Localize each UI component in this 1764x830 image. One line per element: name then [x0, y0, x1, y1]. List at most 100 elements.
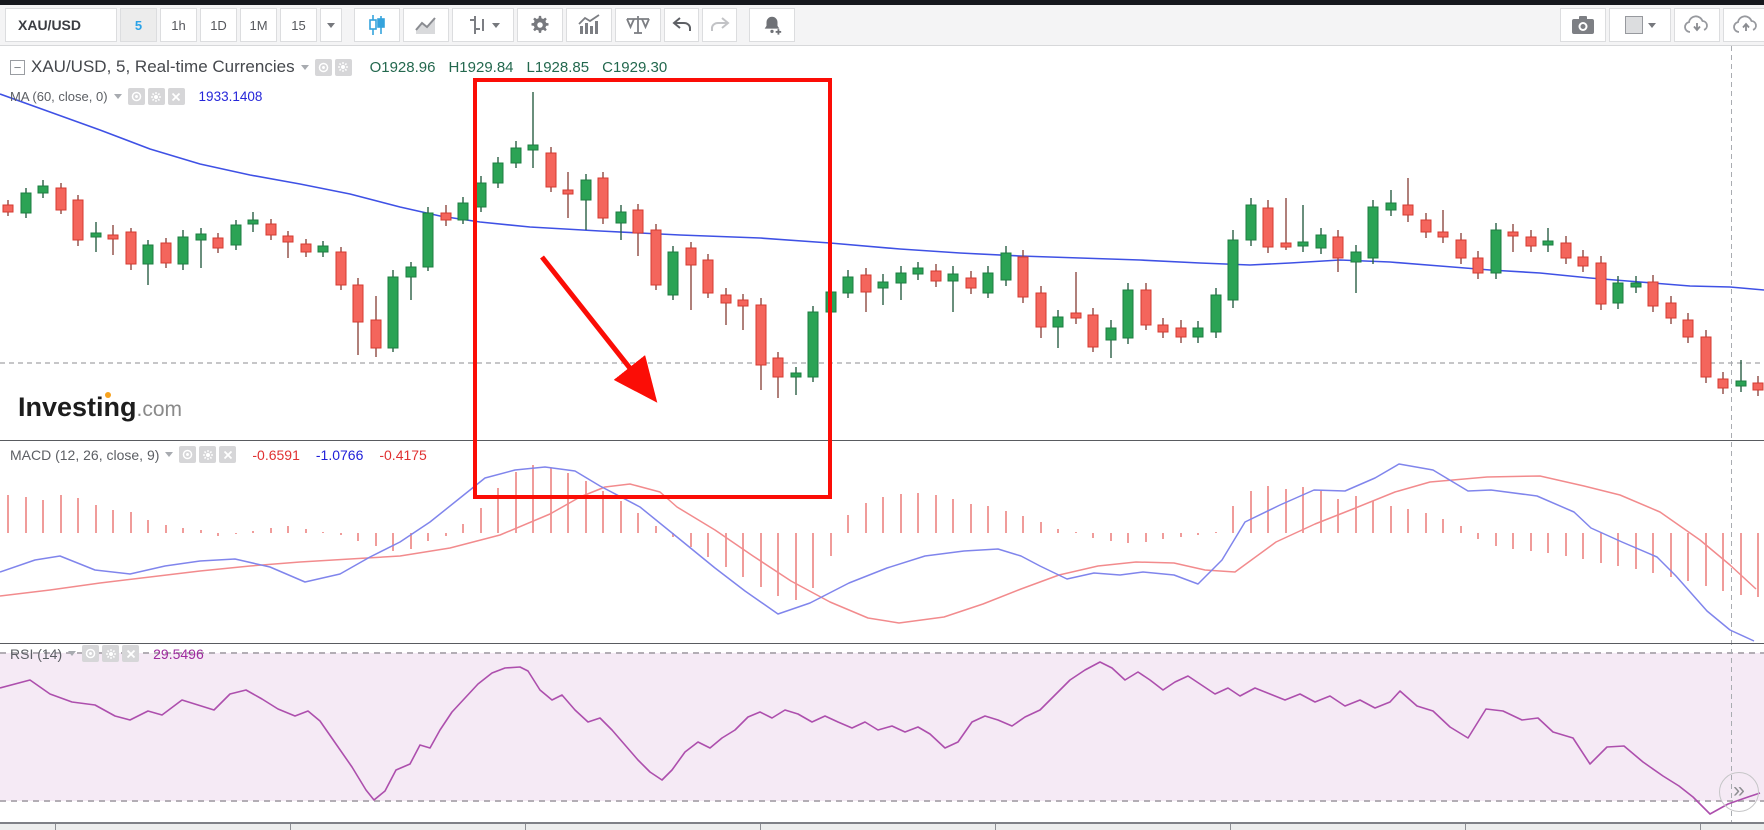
candle-body — [282, 235, 294, 243]
settings-icon[interactable] — [334, 58, 352, 76]
candle-body — [1455, 239, 1467, 259]
compare-button[interactable] — [615, 8, 661, 42]
chevron-down-icon[interactable] — [300, 64, 309, 70]
bar-style-icon — [469, 16, 484, 34]
low-value: L1928.85 — [526, 58, 590, 76]
load-layout-button[interactable] — [1674, 8, 1720, 42]
redo-arrow-icon — [710, 17, 730, 31]
snapshot-button[interactable] — [1560, 8, 1606, 42]
watermark-suffix: .com — [136, 398, 183, 421]
alert-button[interactable] — [749, 8, 795, 42]
symbol-button[interactable]: XAU/USD — [5, 8, 117, 42]
visibility-icon[interactable] — [314, 58, 332, 76]
macd-values: -0.6591 -1.0766 -0.4175 — [252, 447, 426, 463]
rsi-legend-buttons — [82, 645, 140, 662]
time-axis-tick — [290, 824, 291, 830]
scales-icon — [626, 16, 650, 34]
chevron-down-icon[interactable] — [165, 452, 174, 457]
candle-body — [842, 276, 854, 294]
ma-legend-label[interactable]: MA (60, close, 0) — [10, 89, 108, 104]
rsi-band — [0, 653, 1764, 801]
close-icon[interactable] — [122, 645, 140, 662]
chevron-down-icon[interactable] — [113, 94, 122, 99]
candle-body — [1175, 327, 1187, 338]
chevron-down-icon[interactable] — [68, 651, 77, 656]
candle-body — [195, 233, 207, 241]
candle-body — [1280, 242, 1292, 248]
candle-body — [1735, 380, 1747, 387]
price-legend-title[interactable]: XAU/USD, 5, Real-time Currencies — [31, 57, 295, 76]
candle-body — [2, 204, 14, 213]
macd-legend: MACD (12, 26, close, 9) -0.6591 -1.0766 -0… — [10, 446, 427, 463]
candle-body — [370, 319, 382, 349]
close-icon[interactable] — [219, 446, 237, 463]
undo-button[interactable] — [664, 8, 699, 42]
collapse-pane-icon[interactable]: − — [10, 59, 25, 75]
candle-body — [20, 192, 32, 214]
candle-body — [1402, 204, 1414, 216]
timeframe-button-15[interactable]: 15 — [280, 8, 317, 42]
candle-body — [1350, 251, 1362, 263]
settings-icon[interactable] — [147, 88, 165, 105]
settings-button[interactable] — [517, 8, 563, 42]
rsi-legend-label[interactable]: RSI (14) — [10, 645, 63, 662]
candle-body — [387, 276, 399, 349]
line-chart-button[interactable] — [403, 8, 449, 42]
top-strip — [0, 0, 1764, 5]
candle-body — [90, 232, 102, 238]
candle-body — [317, 245, 329, 253]
macd-value-2: -0.4175 — [379, 446, 427, 463]
time-axis-tick — [760, 824, 761, 830]
candle-body — [1665, 302, 1677, 319]
save-layout-button[interactable] — [1723, 8, 1764, 42]
candle-body — [107, 234, 119, 240]
watermark-brand: Investing — [18, 392, 137, 422]
layout-button[interactable] — [1609, 8, 1671, 42]
candlestick-chart-button[interactable] — [354, 8, 400, 42]
bar-style-button[interactable] — [452, 8, 514, 42]
timeframe-group: 5 1h 1D 1M 15 — [120, 8, 320, 42]
candle-body — [1420, 219, 1432, 233]
timeframe-button-5[interactable]: 5 — [120, 8, 157, 42]
candle-body — [37, 185, 49, 194]
chevron-down-icon — [327, 22, 335, 28]
timeframe-button-1M[interactable]: 1M — [240, 8, 277, 42]
indicators-button[interactable] — [566, 8, 612, 42]
visibility-icon[interactable] — [179, 446, 197, 463]
redo-button[interactable] — [702, 8, 737, 42]
candle-body — [160, 242, 172, 264]
expand-panel-button[interactable]: » — [1719, 772, 1759, 812]
candle-body — [1262, 207, 1274, 248]
chart-toolbar: XAU/USD 5 1h 1D 1M 15 — [0, 5, 1764, 46]
visibility-icon[interactable] — [127, 88, 145, 105]
investing-watermark: Investing.com — [18, 392, 182, 423]
candle-body — [877, 281, 889, 289]
time-axis-tick — [1230, 824, 1231, 830]
candle-body — [947, 273, 959, 282]
macd-line — [0, 463, 1755, 642]
settings-icon[interactable] — [102, 645, 120, 662]
candle-body — [1297, 241, 1309, 247]
pane-divider-macd[interactable] — [0, 440, 1764, 441]
candle-body — [1367, 206, 1379, 259]
timeframe-button-1h[interactable]: 1h — [160, 8, 197, 42]
candle-body — [457, 202, 469, 221]
annotation-rectangle[interactable] — [473, 78, 832, 499]
gear-icon — [531, 15, 549, 33]
pane-divider-rsi[interactable] — [0, 643, 1764, 644]
candle-body — [1157, 324, 1169, 333]
candle-body — [1385, 202, 1397, 211]
candle-body — [335, 251, 347, 286]
candle-body — [1700, 336, 1712, 378]
visibility-icon[interactable] — [82, 645, 100, 662]
timeframe-dropdown-button[interactable] — [320, 8, 342, 42]
watermark-orange-dot — [105, 392, 111, 398]
timeframe-button-1D[interactable]: 1D — [200, 8, 237, 42]
close-icon[interactable] — [167, 88, 185, 105]
candle-body — [422, 212, 434, 268]
time-axis[interactable] — [0, 822, 1764, 830]
candle-body — [1682, 319, 1694, 338]
macd-legend-label[interactable]: MACD (12, 26, close, 9) — [10, 446, 160, 463]
candle-body — [142, 244, 154, 265]
settings-icon[interactable] — [199, 446, 217, 463]
